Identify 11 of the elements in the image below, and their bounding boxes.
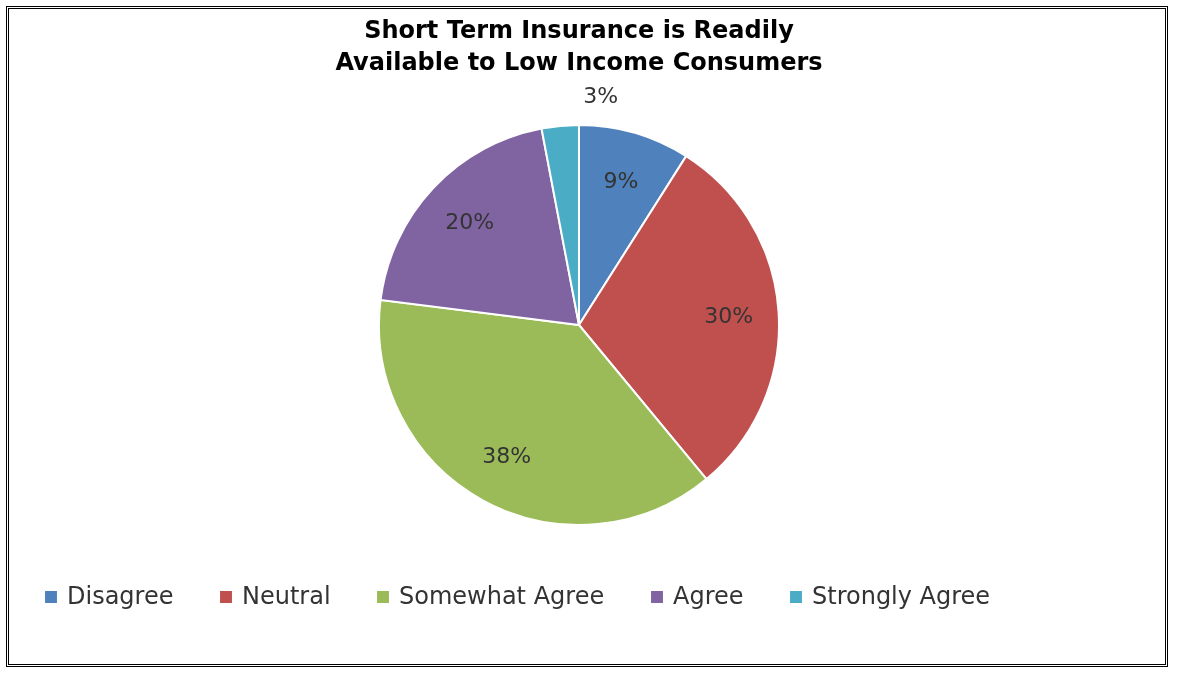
legend-label: Neutral (242, 582, 331, 610)
legend-label: Strongly Agree (812, 582, 991, 610)
data-label: 30% (704, 302, 754, 328)
data-label: 9% (603, 167, 639, 193)
data-label: 3% (583, 83, 619, 109)
legend-label: Disagree (67, 582, 174, 610)
data-label: 38% (482, 443, 532, 469)
data-label: 20% (445, 209, 495, 235)
legend-label: Agree (673, 582, 744, 610)
legend-label: Somewhat Agree (399, 582, 605, 610)
chart-title: Short Term Insurance is Readily Available to Low Income Consumers (335, 16, 823, 77)
